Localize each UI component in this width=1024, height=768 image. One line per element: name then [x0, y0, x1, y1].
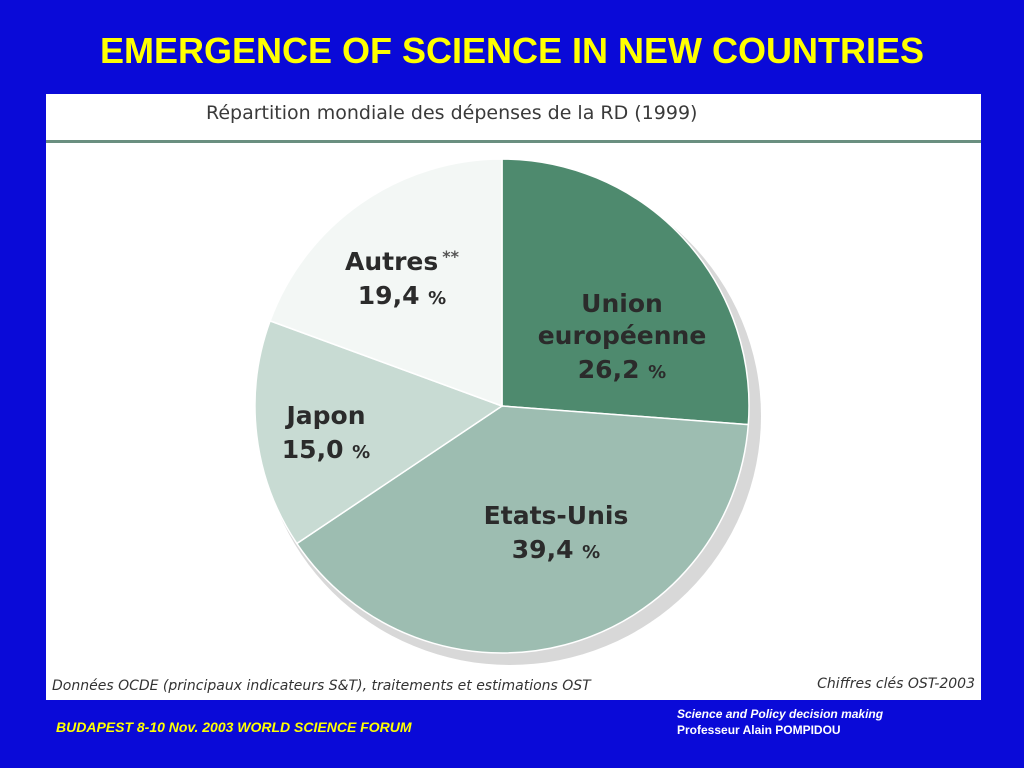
slice-label-1-line-0: Etats-Unis: [484, 501, 629, 530]
slice-value-1: 39,4 %: [512, 535, 600, 564]
title-rule: [46, 140, 981, 143]
chart-credit: Chiffres clés OST-2003: [817, 676, 975, 692]
chart-panel: Répartition mondiale des dépenses de la …: [46, 94, 981, 700]
footer-presenter: Professeur Alain POMPIDOU: [677, 723, 841, 737]
pie-slice-0: [501, 158, 750, 426]
footer-event: BUDAPEST 8-10 Nov. 2003 WORLD SCIENCE FO…: [56, 719, 412, 735]
pie-slice-2: [254, 319, 504, 545]
slice-label-0-line-1: européenne: [538, 321, 707, 350]
slice-label-0-line-0: Union: [581, 289, 663, 318]
footer-author: Science and Policy decision making Profe…: [677, 706, 883, 738]
pie-slice-3: [269, 158, 503, 408]
slide-title: EMERGENCE OF SCIENCE IN NEW COUNTRIES: [99, 30, 925, 71]
footer-subject: Science and Policy decision making: [677, 707, 884, 721]
chart-title: Répartition mondiale des dépenses de la …: [206, 102, 698, 124]
chart-source: Données OCDE (principaux indicateurs S&T…: [52, 678, 591, 694]
pie-slice-1: [295, 405, 750, 654]
slice-label-2-line-0: Japon: [284, 401, 365, 430]
